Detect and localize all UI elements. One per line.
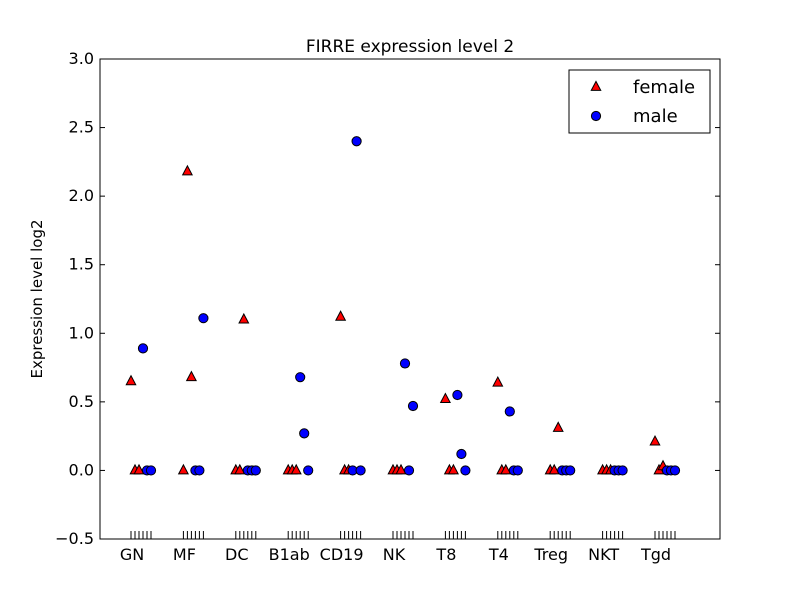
data-point-female: [500, 463, 512, 475]
y-tick-label: 3.0: [69, 49, 94, 68]
legend-box: [568, 69, 711, 134]
y-tick-label: 0.5: [69, 392, 94, 411]
x-tick-label: T4: [488, 545, 509, 564]
ticks: −0.5 0.0 0.5 1.0 1.5 2.0 2.5 3.0 GN MF DC B1ab CD19 N…: [55, 49, 720, 564]
x-tick-label: B1ab: [269, 545, 310, 564]
data-point-female: [335, 310, 347, 321]
marks: [125, 136, 681, 476]
y-tick-label: 1.5: [69, 255, 94, 274]
chart-title: FIRRE expression level 2: [306, 37, 514, 57]
y-tick-label: 0.0: [69, 460, 94, 479]
data-point-male: [452, 389, 463, 401]
legend-marker-female: [590, 80, 602, 91]
data-point-female: [133, 463, 145, 475]
data-point-male: [407, 400, 419, 412]
data-point-male: [250, 465, 261, 476]
x-tick-label: CD19: [320, 545, 364, 564]
data-point-female: [649, 434, 661, 446]
data-point-female: [447, 463, 459, 475]
data-point-male: [198, 313, 209, 324]
legend-label-female: female: [633, 77, 695, 98]
data-point-male: [194, 465, 205, 476]
x-tick-label: DC: [225, 545, 249, 564]
data-point-female: [395, 463, 407, 475]
data-point-female: [548, 463, 560, 475]
data-point-female: [234, 463, 246, 475]
legend: female male: [568, 69, 711, 134]
data-point-male: [456, 448, 467, 460]
data-point-male: [565, 465, 576, 476]
data-point-male: [137, 343, 149, 354]
data-point-male: [403, 465, 415, 476]
data-point-male: [617, 465, 628, 476]
data-point-male: [504, 406, 515, 417]
plot-area: [99, 58, 721, 540]
data-point-male: [399, 358, 411, 369]
x-tick-label: GN: [120, 545, 144, 564]
x-tick-label: NKT: [588, 545, 619, 564]
data-point-male: [669, 465, 681, 476]
x-tick-label: T8: [435, 545, 456, 564]
legend-marker-male: [590, 110, 602, 122]
y-tick-label: 2.5: [69, 118, 94, 137]
y-tick-label: 1.0: [69, 323, 94, 342]
data-point-female: [492, 376, 504, 387]
x-tick-label: Treg: [533, 545, 568, 564]
data-point-female: [439, 392, 451, 404]
x-tick-label: NK: [383, 545, 406, 564]
y-tick-label: 2.0: [69, 186, 94, 205]
data-point-male: [355, 465, 366, 476]
y-tick-label: −0.5: [55, 529, 94, 548]
data-point-male: [145, 465, 157, 476]
x-tick-label: Tgd: [640, 545, 671, 564]
data-point-female: [177, 463, 189, 475]
y-axis-label: Expression level log2: [28, 219, 46, 378]
legend-label-male: male: [633, 106, 678, 127]
data-point-male: [351, 136, 362, 147]
x-tick-label: MF: [173, 545, 196, 564]
data-point-female: [552, 421, 564, 432]
data-point-female: [185, 370, 197, 382]
data-point-female: [238, 312, 250, 324]
data-point-female: [125, 374, 137, 386]
data-point-male: [295, 372, 306, 383]
data-point-male: [460, 465, 471, 476]
data-point-male: [299, 428, 310, 439]
data-point-female: [181, 164, 193, 176]
data-point-male: [303, 465, 314, 476]
data-point-male: [512, 465, 523, 476]
data-point-female: [290, 463, 302, 475]
